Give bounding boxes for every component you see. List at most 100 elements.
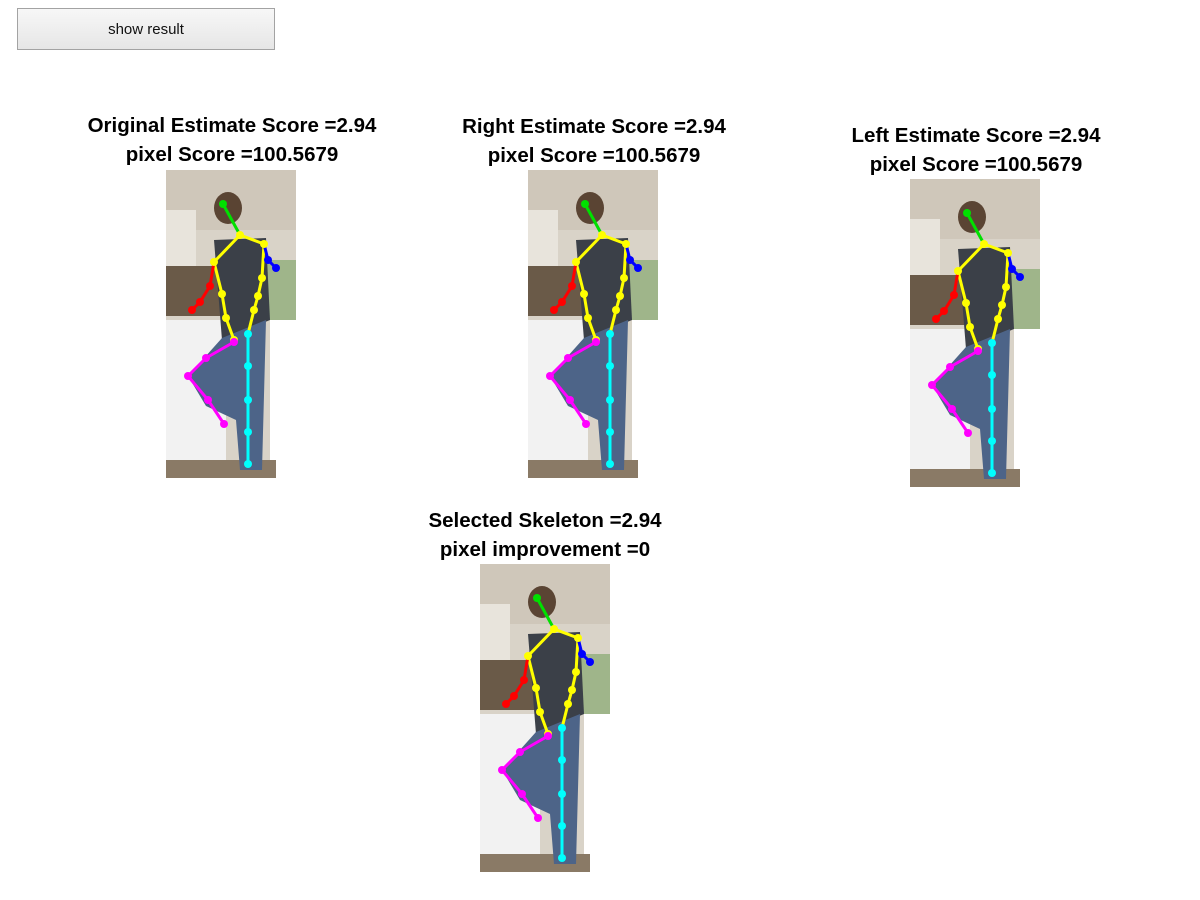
- skeleton-joint: [620, 274, 628, 282]
- skeleton-joint: [218, 290, 226, 298]
- skeleton-torso-segment: [552, 627, 580, 640]
- skeleton-torso-segment: [526, 654, 538, 690]
- skeleton-torso-segment: [246, 308, 256, 336]
- skeleton-joint: [532, 684, 540, 692]
- person-shirt: [576, 238, 632, 340]
- skeleton-joint: [206, 282, 214, 290]
- left-pixel-score-label: pixel Score =100.5679: [869, 153, 1083, 176]
- side-wall: [632, 320, 658, 478]
- skeleton-joint: [510, 692, 518, 700]
- skeleton-right-leg-segment: [520, 792, 540, 820]
- skeleton-right-leg-segment: [204, 340, 236, 360]
- skeleton-joint: [966, 323, 974, 331]
- skeleton-joint: [272, 264, 280, 272]
- skeleton-joint: [244, 428, 252, 436]
- skeleton-right-leg-segment: [930, 365, 952, 387]
- left-estimate-image: [910, 179, 1040, 487]
- cabinet-door: [480, 604, 510, 664]
- skeleton-joint: [606, 362, 614, 370]
- skeleton-right-leg-segment: [930, 383, 954, 411]
- plant: [266, 260, 296, 320]
- plant: [628, 260, 658, 320]
- skeleton-torso-segment: [212, 260, 224, 296]
- skeleton-joint: [222, 314, 230, 322]
- skeleton-torso-segment: [956, 242, 986, 273]
- skeleton-torso-segment: [238, 233, 266, 246]
- skeleton-joint: [210, 258, 218, 266]
- skeleton-right-arm-segment: [952, 269, 960, 297]
- skeleton-joint: [534, 814, 542, 822]
- skeleton-joint: [606, 460, 614, 468]
- skeleton-joint: [546, 372, 554, 380]
- skeleton-right-leg-segment: [566, 340, 598, 360]
- skeleton-right-leg-segment: [186, 356, 208, 378]
- pixel-improvement-label: pixel improvement =0: [439, 538, 651, 561]
- skeleton-joint: [550, 625, 558, 633]
- skeleton-joint: [244, 330, 252, 338]
- person-shirt: [214, 238, 270, 340]
- skeleton-joint: [230, 338, 238, 346]
- skeleton-joint: [962, 299, 970, 307]
- skeleton-joint: [928, 381, 936, 389]
- skeleton-joint: [564, 700, 572, 708]
- skeleton-joint: [1008, 265, 1016, 273]
- skeleton-torso-segment: [622, 242, 628, 280]
- skeleton-joint: [988, 405, 996, 413]
- pose-canvas: [480, 564, 610, 872]
- left-estimate-score-label: Left Estimate Score =2.94: [851, 124, 1101, 147]
- skeleton-joint: [520, 676, 528, 684]
- skeleton-torso-segment: [260, 242, 266, 280]
- skeleton-torso-segment: [608, 308, 618, 336]
- skeleton-joint: [244, 460, 252, 468]
- right-estimate-title: Right Estimate Score =2.94 pixel Score =…: [424, 112, 764, 170]
- pose-canvas: [528, 170, 658, 478]
- person-head: [958, 201, 986, 233]
- skeleton-joint: [612, 306, 620, 314]
- skeleton-joint: [994, 315, 1002, 323]
- skeleton-joint: [502, 700, 510, 708]
- skeleton-right-leg-segment: [950, 407, 970, 435]
- skeleton-right-leg-segment: [186, 374, 210, 402]
- skeleton-joint: [988, 437, 996, 445]
- skeleton-joint: [988, 339, 996, 347]
- skeleton-joint: [558, 790, 566, 798]
- skeleton-joint: [236, 231, 244, 239]
- skeleton-head-segment: [221, 202, 242, 237]
- skeleton-joint: [558, 298, 566, 306]
- skeleton-joint: [932, 315, 940, 323]
- skeleton-torso-segment: [1004, 251, 1010, 289]
- person-shirt: [528, 632, 584, 734]
- right-estimate-image: [528, 170, 658, 478]
- skeleton-right-leg-segment: [948, 349, 980, 369]
- skeleton-right-leg-segment: [518, 734, 550, 754]
- skeleton-joint: [980, 240, 988, 248]
- skeleton-joint: [524, 652, 532, 660]
- skeleton-torso-segment: [574, 636, 580, 674]
- skeleton-joint: [184, 372, 192, 380]
- side-wall: [270, 320, 296, 478]
- skeleton-torso-segment: [526, 627, 556, 658]
- skeleton-joint: [1002, 283, 1010, 291]
- person-head: [576, 192, 604, 224]
- skeleton-torso-segment: [982, 242, 1010, 255]
- skeleton-joint: [516, 748, 524, 756]
- skeleton-joint: [634, 264, 642, 272]
- skeleton-joint: [584, 314, 592, 322]
- skeleton-joint: [204, 396, 212, 404]
- original-estimate-image: [166, 170, 296, 478]
- skeleton-joint: [568, 282, 576, 290]
- skeleton-joint: [518, 790, 526, 798]
- skeleton-right-arm-segment: [208, 260, 216, 288]
- skeleton-joint: [244, 396, 252, 404]
- skeleton-joint: [622, 240, 630, 248]
- skeleton-joint: [963, 209, 971, 217]
- skeleton-torso-segment: [582, 292, 590, 320]
- cabinet-door: [166, 210, 196, 270]
- show-result-button[interactable]: show result: [17, 8, 275, 50]
- skeleton-joint: [606, 396, 614, 404]
- skeleton-joint: [558, 854, 566, 862]
- skeleton-joint: [572, 258, 580, 266]
- skeleton-right-leg-segment: [568, 398, 588, 426]
- skeleton-joint: [578, 650, 586, 658]
- skeleton-joint: [582, 420, 590, 428]
